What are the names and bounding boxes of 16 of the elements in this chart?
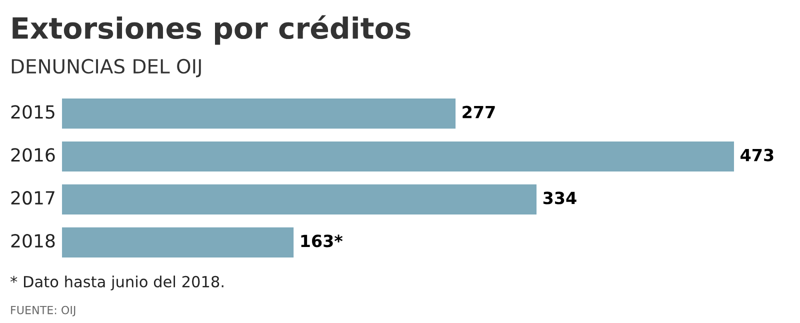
y-tick-label: 2015 [11, 105, 54, 119]
y-tick-label: 2017 [11, 191, 54, 205]
data-label: 473 [740, 148, 774, 162]
y-tick-label: 2016 [11, 148, 55, 162]
chart-title: Extorsiones por créditos [12, 15, 410, 45]
bar [62, 98, 456, 129]
data-label: 334 [543, 192, 576, 204]
bar [62, 227, 294, 258]
data-label: 163* [301, 234, 343, 248]
text: * Dato hasta junio del 2018. [10, 276, 224, 290]
bar [62, 184, 537, 214]
source-note: FUENTE: OIJ [11, 306, 76, 316]
y-tick-label: 2018 [11, 234, 55, 248]
bar [62, 141, 734, 172]
data-label: 277 [462, 106, 495, 118]
chart-subtitle: DENUNCIAS DEL OIJ [12, 58, 201, 78]
